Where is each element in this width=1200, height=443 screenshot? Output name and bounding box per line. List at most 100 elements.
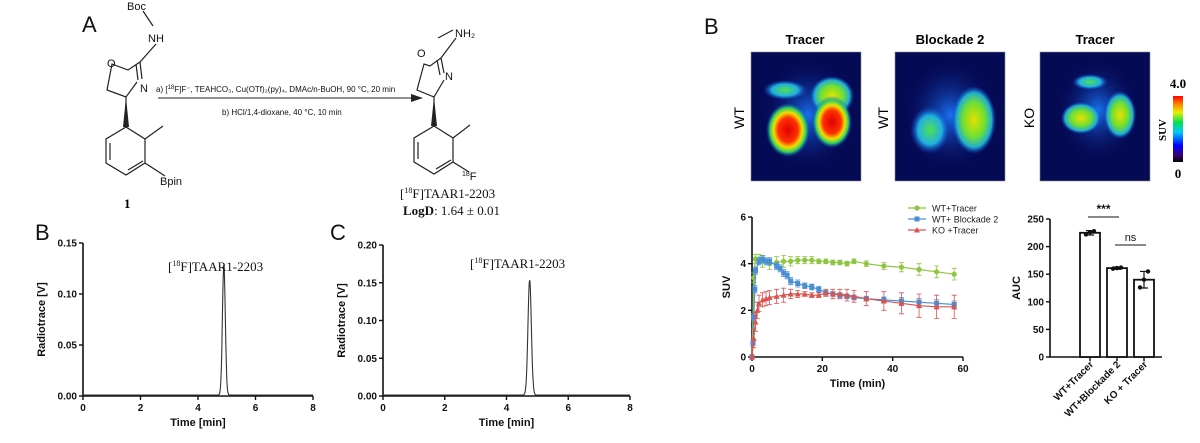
data-point <box>787 291 794 297</box>
data-point <box>773 293 780 299</box>
y-tick-label: 200 <box>1027 242 1044 253</box>
data-point <box>802 283 808 289</box>
series-wt-tracer <box>749 205 957 360</box>
data-point <box>1137 285 1143 290</box>
data-point <box>767 258 773 264</box>
x-tick-label: 60 <box>957 364 969 375</box>
panel-label-b-left: B <box>35 220 50 245</box>
data-point <box>1114 265 1120 271</box>
y-tick-label: 0.00 <box>58 392 78 403</box>
annotation-part: [ <box>168 259 172 274</box>
x-tick-label: 0 <box>80 403 86 414</box>
x-axis-title: Time [min] <box>479 417 535 429</box>
reactant-o: O <box>107 58 116 70</box>
y-tick-label: 0.10 <box>358 316 378 327</box>
x-tick-label: 6 <box>565 403 571 414</box>
data-point <box>815 292 822 298</box>
pet-column-title: Blockade 2 <box>916 32 985 47</box>
data-point <box>837 259 843 266</box>
data-point <box>880 298 887 304</box>
data-point <box>788 278 794 284</box>
radiochromatogram-b: 0.00 0.05 0.10 0.15 0 2 4 6 8 Time [min] Radiotrac… <box>36 239 316 430</box>
data-point <box>851 258 857 264</box>
data-point <box>1087 230 1093 235</box>
y-tick-label: 0.05 <box>58 341 78 352</box>
annotation-sup: 18 <box>474 256 482 265</box>
data-point <box>784 272 790 278</box>
series-wt-blockade-2 <box>749 216 957 360</box>
data-point <box>766 294 773 300</box>
panel-label-b-right: B <box>704 14 719 39</box>
x-tick-label: 8 <box>310 403 316 414</box>
product-nh2: NH₂ <box>455 28 475 40</box>
peak-annotation: [18F]TAAR1-2203 <box>470 256 565 271</box>
y-tick-label: 4 <box>740 259 746 270</box>
x-tick-label: 8 <box>627 403 633 414</box>
conditions-b: b) HCl/1,4-dioxane, 40 °C, 10 min <box>222 108 342 117</box>
data-point <box>763 258 769 264</box>
data-point <box>863 261 869 267</box>
data-point <box>802 257 808 263</box>
data-point <box>881 263 887 269</box>
y-axis-title: Radiotrace [V] <box>336 283 348 358</box>
data-point <box>750 335 757 341</box>
data-point <box>753 268 759 274</box>
annotation-part: [ <box>470 256 474 271</box>
data-point <box>951 303 958 310</box>
reaction-arrow: a) [18F]F⁻, TEAHCO₃, Cu(OTf)₂(py)₄, DMAc… <box>156 85 423 117</box>
y-tick-label: 6 <box>740 213 746 224</box>
product-o: O <box>417 48 426 60</box>
panel-label-c: C <box>330 220 346 245</box>
data-point <box>795 281 801 286</box>
data-point <box>809 284 815 290</box>
x-tick-label: 0 <box>380 403 386 414</box>
data-point <box>788 258 794 264</box>
data-point <box>760 256 766 262</box>
pet-image-ko-tracer <box>1039 51 1151 182</box>
annotation-part: F]TAAR1-2203 <box>180 259 263 274</box>
significance-label: *** <box>1096 202 1110 216</box>
y-tick-label: 250 <box>1027 215 1044 226</box>
chromatogram-trace <box>383 280 630 396</box>
data-point <box>756 300 763 306</box>
data-point <box>752 286 758 292</box>
y-axis-title: SUV <box>721 275 733 298</box>
data-point <box>844 261 850 267</box>
data-point <box>1118 265 1124 270</box>
x-axis-title: Time [min] <box>170 417 226 429</box>
data-point <box>801 291 808 297</box>
axis-lines <box>751 217 963 358</box>
legend-label: WT+ Blockade 2 <box>932 215 998 225</box>
x-tick-label: 6 <box>253 403 259 414</box>
logd-value: LogD: 1.64 ± 0.01 <box>403 203 500 218</box>
data-point <box>781 258 787 264</box>
pet-column-title: Tracer <box>1075 32 1114 47</box>
data-point <box>1083 232 1089 237</box>
x-tick-label: 4 <box>195 403 201 414</box>
chromatogram-trace <box>83 264 313 396</box>
data-point <box>898 264 905 270</box>
y-tick-label: 0.00 <box>358 392 378 403</box>
data-point <box>780 292 787 298</box>
panel-label-a: A <box>82 12 97 37</box>
x-tick-label: 4 <box>504 403 510 414</box>
data-point <box>816 258 822 264</box>
annotation-part: F]TAAR1-2203 <box>482 256 565 271</box>
data-point <box>1091 228 1097 234</box>
data-point <box>754 307 761 313</box>
y-tick-label: 0 <box>740 353 746 364</box>
data-point <box>749 354 755 360</box>
data-point <box>951 271 957 277</box>
pet-row-label: KO <box>1021 108 1037 128</box>
y-tick-label: 0.05 <box>358 354 378 365</box>
y-tick-label: 0.15 <box>358 278 378 289</box>
data-point <box>1141 277 1147 282</box>
data-point <box>816 286 822 292</box>
y-tick-label: 0 <box>1038 353 1044 364</box>
x-tick-label: 0 <box>749 364 755 375</box>
radiochromatogram-c: 0.00 0.05 0.10 0.15 0.20 0 2 4 6 8 Time [min] Radio… <box>336 241 633 430</box>
data-point <box>843 292 850 298</box>
